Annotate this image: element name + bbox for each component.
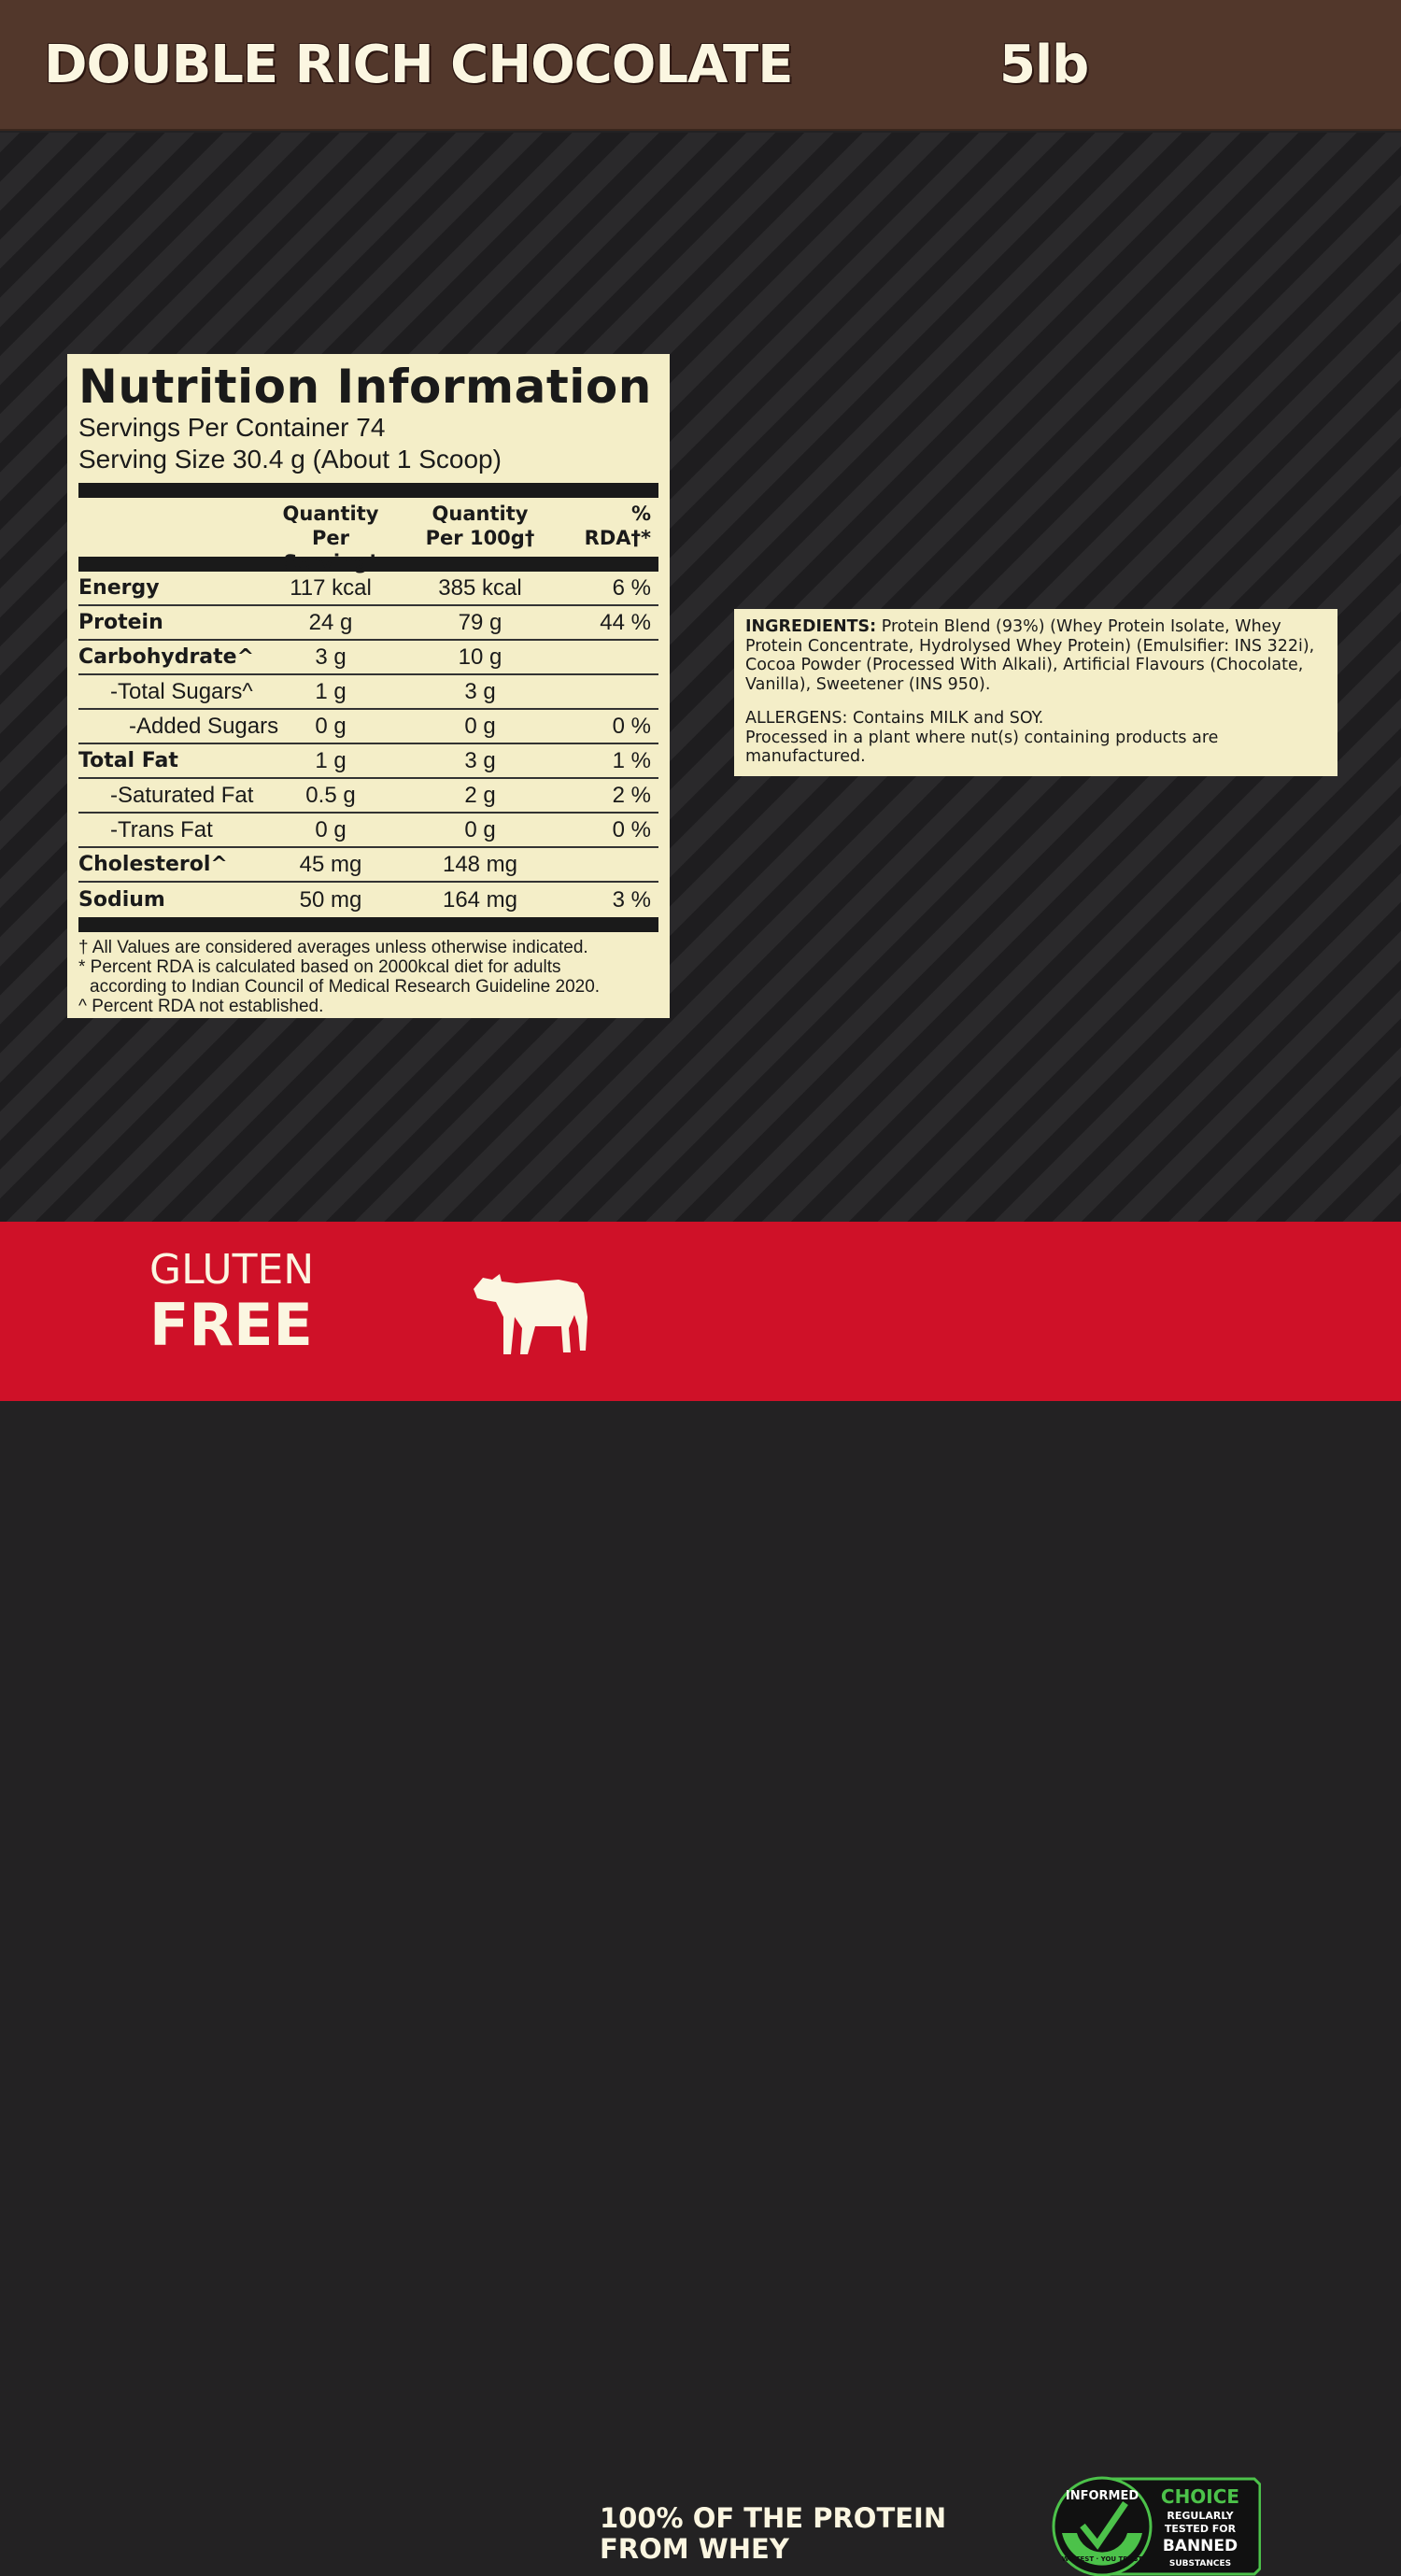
header-banner: DOUBLE RICH CHOCOLATE 5lb: [0, 0, 1401, 131]
processed-note: Processed in a plant where nut(s) contai…: [745, 728, 1219, 767]
rda-value: 6 %: [612, 574, 651, 601]
rda-value: 44 %: [600, 609, 651, 635]
nutrient-name: Protein: [78, 611, 163, 634]
table-row: -Added Sugars 0 g 0 g 0 %: [78, 710, 658, 744]
cow-icon: [474, 1274, 587, 1354]
allergens: ALLERGENS: Contains MILK and SOY.: [745, 709, 1044, 728]
nutrient-name: Carbohydrate^: [78, 645, 255, 669]
per-100g-value: 2 g: [464, 782, 496, 808]
per-serving-value: 24 g: [308, 609, 353, 635]
table-row: -Trans Fat 0 g 0 g 0 %: [78, 814, 658, 848]
nutrition-title: Nutrition Information: [78, 360, 652, 414]
flavor-title: DOUBLE RICH CHOCOLATE: [44, 35, 793, 95]
per-serving-value: 0.5 g: [305, 782, 356, 808]
badge-arc-top: INFORMED: [1066, 2489, 1139, 2503]
informed-choice-badge: INFORMED WE TEST · YOU TRUST CHOICE REGU…: [1052, 2476, 1261, 2576]
serving-size: Serving Size 30.4 g (About 1 Scoop): [78, 445, 502, 474]
badge-choice: CHOICE: [1161, 2485, 1239, 2508]
per-serving-value: 0 g: [315, 816, 347, 842]
protein-claim: 100% OF THE PROTEIN FROM WHEY: [600, 2502, 947, 2565]
badge-arc-bottom: WE TEST · YOU TRUST: [1062, 2555, 1143, 2563]
nutrient-name: -Total Sugars^: [110, 678, 253, 704]
nutrient-name: -Added Sugars: [129, 713, 279, 739]
ingredients-text: INGREDIENTS: Protein Blend (93%) (Whey P…: [745, 617, 1315, 694]
nutrient-name: -Saturated Fat: [110, 782, 254, 808]
per-serving-value: 1 g: [315, 678, 347, 704]
footnote: † All Values are considered averages unl…: [78, 938, 588, 957]
table-row: Sodium 50 mg 164 mg 3 %: [78, 883, 658, 917]
ingredients-panel: INGREDIENTS: Protein Blend (93%) (Whey P…: [734, 609, 1337, 776]
per-serving-value: 45 mg: [299, 851, 362, 877]
badge-line: SUBSTANCES: [1169, 2559, 1231, 2569]
col-per-100g: Quantity Per 100g†: [425, 502, 535, 549]
per-100g-value: 148 mg: [442, 851, 518, 877]
table-row: -Saturated Fat 0.5 g 2 g 2 %: [78, 779, 658, 814]
table-row: Protein 24 g 79 g 44 %: [78, 606, 658, 641]
rda-value: 1 %: [612, 747, 651, 773]
footnote: ^ Percent RDA not established.: [78, 997, 324, 1016]
divider-bar: [78, 557, 658, 572]
per-serving-value: 1 g: [315, 747, 347, 773]
footnotes: † All Values are considered averages unl…: [78, 938, 658, 1016]
badge-line: BANNED: [1163, 2537, 1238, 2555]
gluten-label: GLUTEN: [149, 1246, 315, 1294]
badge-line: TESTED FOR: [1165, 2523, 1237, 2535]
nutrient-name: Total Fat: [78, 749, 178, 772]
per-100g-value: 3 g: [464, 678, 496, 704]
per-100g-value: 79 g: [458, 609, 502, 635]
per-100g-value: 0 g: [464, 816, 496, 842]
per-serving-value: 0 g: [315, 713, 347, 739]
per-100g-value: 164 mg: [442, 886, 518, 913]
footer-band: GLUTEN FREE 100% OF THE PROTEIN FROM WHEY…: [0, 1222, 1401, 2576]
free-label: FREE: [149, 1291, 313, 1359]
servings-per-container: Servings Per Container 74: [78, 413, 386, 442]
nutrient-name: -Trans Fat: [110, 816, 213, 842]
table-row: Cholesterol^ 45 mg 148 mg: [78, 848, 658, 883]
rda-value: 3 %: [612, 886, 651, 913]
table-row: Total Fat 1 g 3 g 1 %: [78, 744, 658, 779]
nutrient-name: Sodium: [78, 888, 165, 912]
per-serving-value: 3 g: [315, 644, 347, 670]
table-row: Energy 117 kcal 385 kcal 6 %: [78, 572, 658, 606]
table-row: Carbohydrate^ 3 g 10 g: [78, 641, 658, 675]
nutrient-name: Cholesterol^: [78, 853, 228, 876]
col-rda: % RDA†*: [584, 502, 651, 549]
per-100g-value: 10 g: [458, 644, 502, 670]
per-100g-value: 385 kcal: [438, 574, 522, 601]
col-per-serving: Quantity Per Serving†: [282, 502, 379, 573]
size-label: 5lb: [999, 35, 1089, 95]
nutrition-panel: Nutrition Information Servings Per Conta…: [67, 354, 670, 1018]
footnote: according to Indian Council of Medical R…: [90, 977, 601, 997]
nutrient-name: Energy: [78, 576, 160, 600]
column-headers: Quantity Per Serving† Quantity Per 100g† %…: [78, 498, 658, 573]
divider-bar: [78, 917, 658, 932]
divider-bar: [78, 483, 658, 498]
rda-value: 0 %: [612, 713, 651, 739]
per-serving-value: 117 kcal: [290, 574, 372, 601]
rda-value: 0 %: [612, 816, 651, 842]
table-row: -Total Sugars^ 1 g 3 g: [78, 675, 658, 710]
nutrition-table: Energy 117 kcal 385 kcal 6 % Protein 24 g 79 g…: [78, 572, 658, 917]
per-100g-value: 3 g: [464, 747, 496, 773]
per-serving-value: 50 mg: [299, 886, 362, 913]
rda-value: 2 %: [612, 782, 651, 808]
badge-line: REGULARLY: [1167, 2510, 1234, 2522]
per-100g-value: 0 g: [464, 713, 496, 739]
footnote: * Percent RDA is calculated based on 200…: [78, 957, 561, 977]
